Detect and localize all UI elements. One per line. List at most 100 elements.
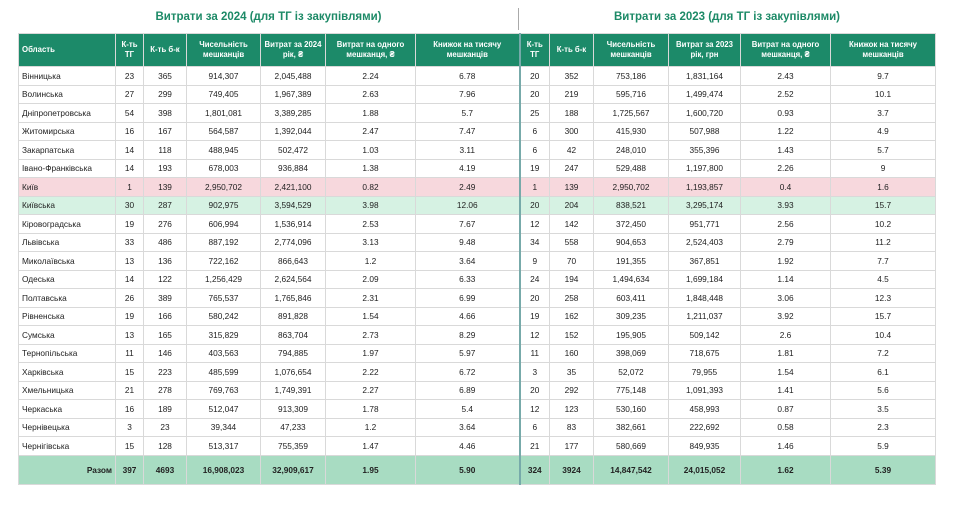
column-header: Витрат за 2024 рік, ₴: [260, 33, 326, 67]
value-cell: 1,197,800: [668, 158, 741, 178]
region-cell: Полтавська: [18, 288, 116, 308]
total-cell: 5.90: [415, 454, 520, 485]
column-header: Витрат за 2023 рік, грн: [668, 33, 741, 67]
value-cell: 488,945: [186, 140, 261, 160]
value-cell: 139: [143, 177, 187, 197]
value-cell: 863,704: [260, 325, 326, 345]
value-cell: 513,317: [186, 436, 261, 456]
value-cell: 247: [549, 158, 594, 178]
value-cell: 1.47: [325, 436, 416, 456]
value-cell: 4.46: [415, 436, 520, 456]
value-cell: 529,488: [593, 158, 669, 178]
value-cell: 19: [115, 306, 144, 326]
table-row: Миколаївська 13 136 722,162 866,643 1.2 3.64 9 7…: [18, 251, 936, 271]
value-cell: 904,653: [593, 232, 669, 252]
value-cell: 7.67: [415, 214, 520, 234]
value-cell: 2.56: [740, 214, 831, 234]
group-title: Витрати за 2023 (для ТГ із закупівлями): [613, 11, 841, 23]
value-cell: 14: [115, 158, 144, 178]
total-cell: 324: [518, 454, 550, 485]
value-cell: 5.97: [415, 343, 520, 363]
value-cell: 2.53: [325, 214, 416, 234]
value-cell: 142: [549, 214, 594, 234]
value-cell: 3.64: [415, 251, 520, 271]
value-cell: 1.92: [740, 251, 831, 271]
value-cell: 20: [518, 195, 550, 215]
value-cell: 3.64: [415, 417, 520, 437]
table-row: Полтавська 26 389 765,537 1,765,846 2.31 6.99 2…: [18, 288, 936, 308]
total-cell: 14,847,542: [593, 454, 669, 485]
region-cell: Житомирська: [18, 121, 116, 141]
region-cell: Черкаська: [18, 399, 116, 419]
value-cell: 20: [518, 66, 550, 86]
value-cell: 1,499,474: [668, 84, 741, 104]
value-cell: 128: [143, 436, 187, 456]
value-cell: 5.7: [415, 103, 520, 123]
value-cell: 2.27: [325, 380, 416, 400]
value-cell: 5.4: [415, 399, 520, 419]
region-cell: Івано-Франківська: [18, 158, 116, 178]
value-cell: 1,848,448: [668, 288, 741, 308]
value-cell: 866,643: [260, 251, 326, 271]
table-row: Житомирська 16 167 564,587 1,392,044 2.47 7.47…: [18, 121, 936, 141]
value-cell: 258: [549, 288, 594, 308]
table-row: Харківська 15 223 485,599 1,076,654 2.22 6.72 3…: [18, 362, 936, 382]
region-cell: Кіровоградська: [18, 214, 116, 234]
table-row: Київ 1 139 2,950,702 2,421,100 0.82 2.49 1 139 2,…: [18, 177, 936, 197]
value-cell: 3: [115, 417, 144, 437]
value-cell: 6.33: [415, 269, 520, 289]
table-row: Чернігівська 15 128 513,317 755,359 1.47 4.46 2…: [18, 436, 936, 456]
total-cell: 1.95: [325, 454, 416, 485]
value-cell: 23: [115, 66, 144, 86]
value-cell: 136: [143, 251, 187, 271]
value-cell: 39,344: [186, 417, 261, 437]
value-cell: 403,563: [186, 343, 261, 363]
value-cell: 0.4: [740, 177, 831, 197]
region-cell: Волинська: [18, 84, 116, 104]
value-cell: 887,192: [186, 232, 261, 252]
value-cell: 1,392,044: [260, 121, 326, 141]
value-cell: 9: [518, 251, 550, 271]
value-cell: 2.3: [830, 417, 936, 437]
value-cell: 1,967,389: [260, 84, 326, 104]
column-header: К-ть б-к: [549, 33, 594, 67]
table-row: Кіровоградська 19 276 606,994 1,536,914 2.53 7…: [18, 214, 936, 234]
table-row: Івано-Франківська 14 193 678,003 936,884 1.38…: [18, 158, 936, 178]
value-cell: 3.13: [325, 232, 416, 252]
value-cell: 167: [143, 121, 187, 141]
header-row: Область К-ть ТГ К-ть б-к Чисельність мешкан…: [18, 33, 936, 67]
value-cell: 367,851: [668, 251, 741, 271]
value-cell: 189: [143, 399, 187, 419]
region-cell: Чернівецька: [18, 417, 116, 437]
total-row: Разом 397 4693 16,908,023 32,909,617 1.95 5.90…: [18, 454, 936, 485]
value-cell: 1.41: [740, 380, 831, 400]
value-cell: 936,884: [260, 158, 326, 178]
group-titles: Витрати за 2024 (для ТГ із закупівлями) …: [18, 8, 935, 30]
value-cell: 891,828: [260, 306, 326, 326]
column-header: Книжок на тисячу мешканців: [830, 33, 936, 67]
value-cell: 355,396: [668, 140, 741, 160]
value-cell: 502,472: [260, 140, 326, 160]
value-cell: 1,193,857: [668, 177, 741, 197]
region-cell: Львівська: [18, 232, 116, 252]
value-cell: 5.7: [830, 140, 936, 160]
value-cell: 1,091,393: [668, 380, 741, 400]
value-cell: 3.98: [325, 195, 416, 215]
value-cell: 6.99: [415, 288, 520, 308]
value-cell: 6.89: [415, 380, 520, 400]
value-cell: 13: [115, 325, 144, 345]
value-cell: 1,076,654: [260, 362, 326, 382]
value-cell: 15.7: [830, 195, 936, 215]
value-cell: 5.6: [830, 380, 936, 400]
value-cell: 580,669: [593, 436, 669, 456]
total-cell: 4693: [143, 454, 187, 485]
value-cell: 1,699,184: [668, 269, 741, 289]
column-header: Чисельність мешканців: [593, 33, 669, 67]
value-cell: 12.06: [415, 195, 520, 215]
value-cell: 30: [115, 195, 144, 215]
total-label: Разом: [18, 454, 116, 485]
value-cell: 7.47: [415, 121, 520, 141]
table-row: Закарпатська 14 118 488,945 502,472 1.03 3.11 6…: [18, 140, 936, 160]
value-cell: 765,537: [186, 288, 261, 308]
